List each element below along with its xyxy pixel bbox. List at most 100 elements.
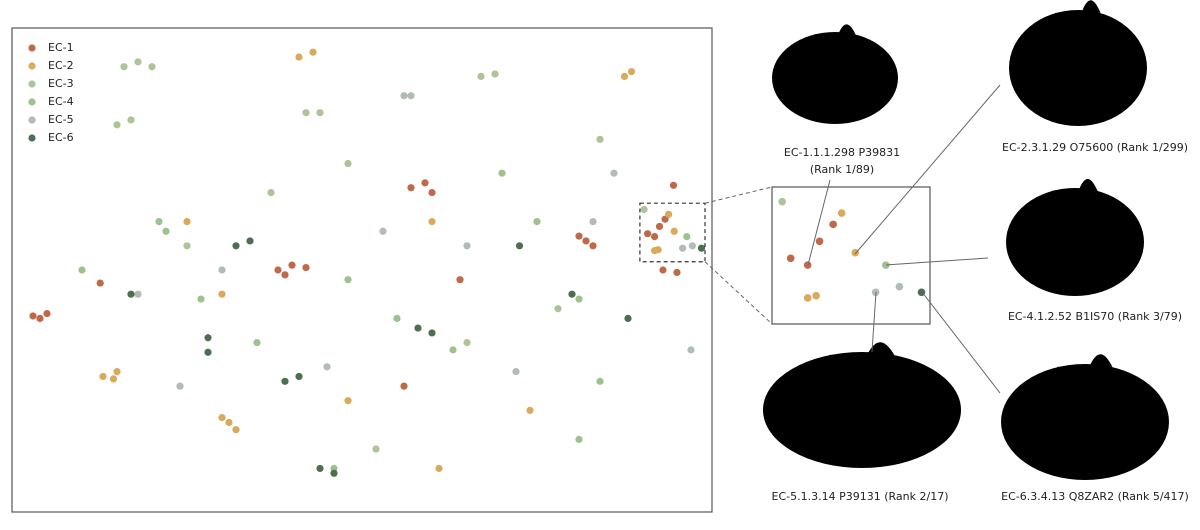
protein-structure — [1001, 354, 1169, 480]
point — [109, 375, 118, 383]
point — [463, 242, 471, 250]
point — [204, 348, 212, 356]
point — [302, 109, 310, 117]
point — [183, 218, 191, 226]
point — [673, 268, 681, 277]
legend-marker — [28, 98, 36, 106]
point — [393, 314, 401, 322]
inset-point — [882, 261, 890, 269]
point — [120, 63, 128, 71]
inset-point — [786, 254, 795, 263]
annotation: EC-6.3.4.13 Q8ZAR2 (Rank 5/417) — [1001, 490, 1189, 503]
point — [659, 266, 667, 274]
point — [687, 346, 695, 354]
point — [379, 227, 387, 235]
point — [218, 414, 226, 422]
point — [281, 377, 289, 385]
point — [36, 314, 44, 322]
point — [176, 382, 184, 390]
point — [582, 237, 590, 245]
point — [330, 469, 338, 477]
point — [288, 261, 296, 269]
inset-point — [812, 291, 820, 300]
point — [316, 464, 324, 473]
legend: EC-1 EC-2 EC-3 EC-4 EC-5 EC-6 — [28, 41, 74, 144]
point — [29, 312, 37, 320]
annotation: EC-2.3.1.29 O75600 (Rank 1/299) — [1002, 141, 1188, 154]
point — [456, 276, 464, 284]
legend-label: EC-6 — [48, 131, 74, 144]
point — [589, 218, 597, 226]
point — [344, 276, 352, 284]
callouts — [807, 84, 1001, 394]
legend-marker — [28, 62, 36, 70]
point — [428, 329, 436, 337]
callout-line — [854, 84, 1001, 255]
point — [316, 109, 324, 117]
point — [295, 372, 303, 381]
point — [204, 334, 212, 342]
protein-structure — [763, 342, 961, 468]
point — [640, 205, 648, 214]
point — [651, 233, 659, 241]
point — [407, 92, 415, 100]
inset-point — [829, 220, 837, 229]
inset-point — [778, 197, 786, 206]
annotation: (Rank 1/89) — [810, 163, 874, 176]
point — [688, 242, 697, 250]
point — [400, 92, 408, 100]
point — [491, 70, 499, 78]
point — [372, 445, 380, 453]
inset-point — [837, 209, 846, 217]
annotation: EC-4.1.2.52 B1IS70 (Rank 3/79) — [1008, 310, 1182, 323]
point — [127, 116, 135, 124]
legend-marker — [28, 116, 36, 124]
point — [575, 232, 583, 240]
point — [512, 368, 520, 376]
legend-label: EC-5 — [48, 113, 74, 126]
point — [218, 266, 226, 274]
legend-label: EC-2 — [48, 59, 74, 72]
point — [113, 121, 121, 129]
point — [670, 227, 678, 235]
inset-point — [815, 237, 824, 246]
point — [655, 222, 664, 231]
legend-marker — [28, 44, 36, 52]
point — [96, 279, 104, 287]
protein-structure — [772, 24, 898, 125]
plot-frame — [11, 27, 713, 513]
point — [43, 309, 51, 318]
protein-structure — [1006, 178, 1144, 296]
point — [400, 382, 408, 390]
point — [610, 169, 618, 177]
point — [575, 295, 583, 303]
inset-point — [803, 261, 812, 269]
zoom-connector — [704, 186, 773, 204]
point — [183, 242, 191, 250]
point — [654, 246, 662, 254]
callout-line — [871, 291, 877, 353]
point — [99, 372, 107, 381]
point — [515, 242, 524, 250]
annotation: EC-1.1.1.298 P39831 — [784, 146, 900, 159]
callout-line — [885, 257, 989, 266]
point — [414, 324, 422, 332]
point — [697, 244, 706, 252]
callout-line — [921, 291, 1001, 394]
point — [155, 218, 163, 226]
point — [218, 290, 226, 298]
point — [679, 244, 687, 252]
point — [575, 435, 583, 443]
point — [665, 210, 673, 218]
point — [407, 184, 415, 192]
point — [596, 135, 604, 143]
point — [225, 418, 233, 427]
inset-point — [895, 282, 904, 291]
point — [477, 72, 485, 80]
protein-structure — [1009, 0, 1147, 127]
point — [344, 159, 352, 168]
point — [232, 426, 240, 434]
point — [281, 271, 289, 279]
point — [589, 242, 597, 250]
